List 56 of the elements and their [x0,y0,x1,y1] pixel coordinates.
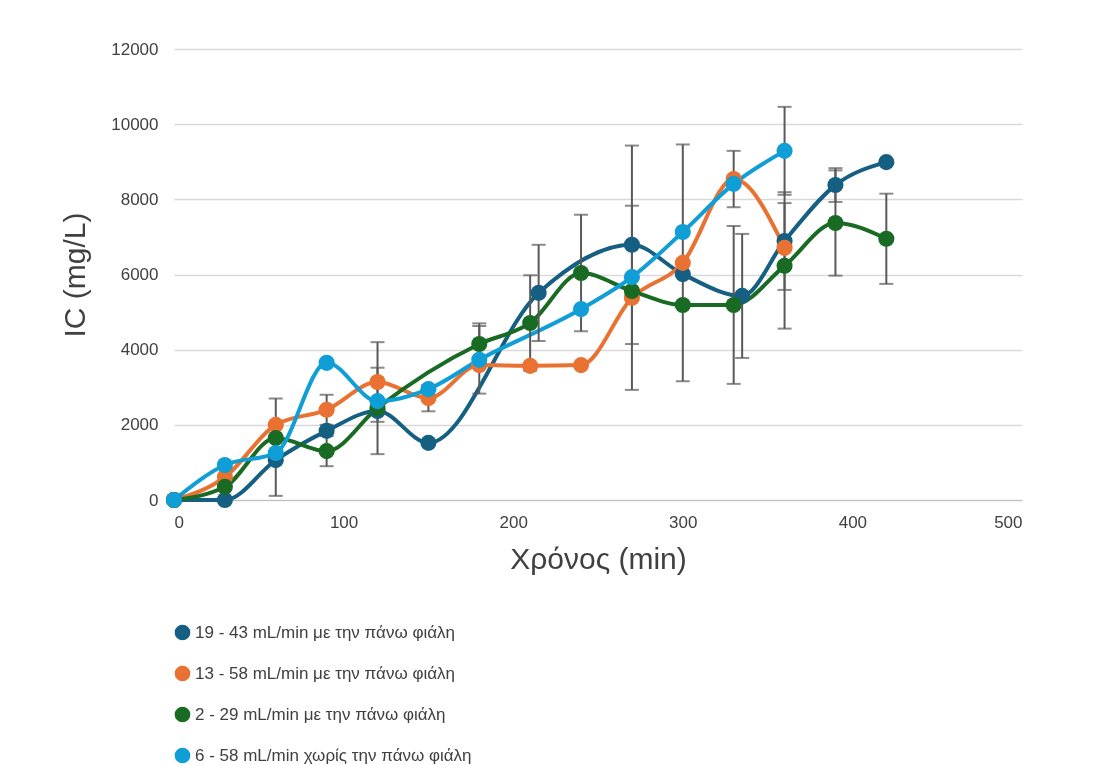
y-tick-label: 2000 [120,415,159,435]
y-tick-label: 8000 [120,189,159,209]
point [420,434,437,451]
point [267,416,284,433]
point [674,223,691,241]
point [674,254,691,271]
point [827,214,844,232]
point [216,478,233,495]
point [318,354,335,371]
point [420,381,437,398]
point [318,443,335,460]
point [216,457,233,474]
point [776,142,793,159]
point [725,175,742,192]
x-tick-label: 100 [329,512,359,532]
point [522,314,539,332]
point [369,373,386,391]
y-tick-label: 0 [149,490,159,510]
point [267,429,284,447]
x-tick-label: 500 [994,512,1023,532]
legend-label: 6 - 58 mL/min χωρίς την πάνω φιάλη [195,745,472,765]
point [623,282,640,300]
point [776,257,793,274]
point [471,335,488,353]
legend-label: 19 - 43 mL/min με την πάνω φιάλη [195,622,455,642]
point [267,444,284,462]
x-tick-label: 300 [669,512,698,532]
point [530,284,547,301]
point [623,236,640,253]
point [725,296,742,313]
point [623,269,640,286]
point [878,230,895,247]
legend-label: 2 - 29 mL/min με την πάνω φιάλη [195,704,446,724]
point [572,357,590,374]
point [674,296,691,313]
point [776,239,793,256]
point [572,301,590,318]
point [572,264,590,282]
point [318,401,335,418]
x-tick-label: 400 [838,512,868,532]
point [369,393,386,410]
point [878,154,895,171]
point [216,491,233,509]
y-tick-label: 6000 [120,265,159,284]
y-axis-title: IC (mg/L) [58,212,92,338]
point [522,357,539,374]
x-tick-label: 0 [174,512,184,532]
y-tick-label: 4000 [120,340,159,360]
point [827,177,844,194]
y-tick-label: 12000 [111,39,159,59]
legend-label: 13 - 58 mL/min με την πάνω φιάλη [195,663,455,683]
point [471,351,488,368]
x-axis-title: Χρόνος (min) [510,541,687,575]
y-tick-label: 10000 [111,114,159,134]
point [318,422,335,439]
x-tick-label: 200 [499,512,528,532]
